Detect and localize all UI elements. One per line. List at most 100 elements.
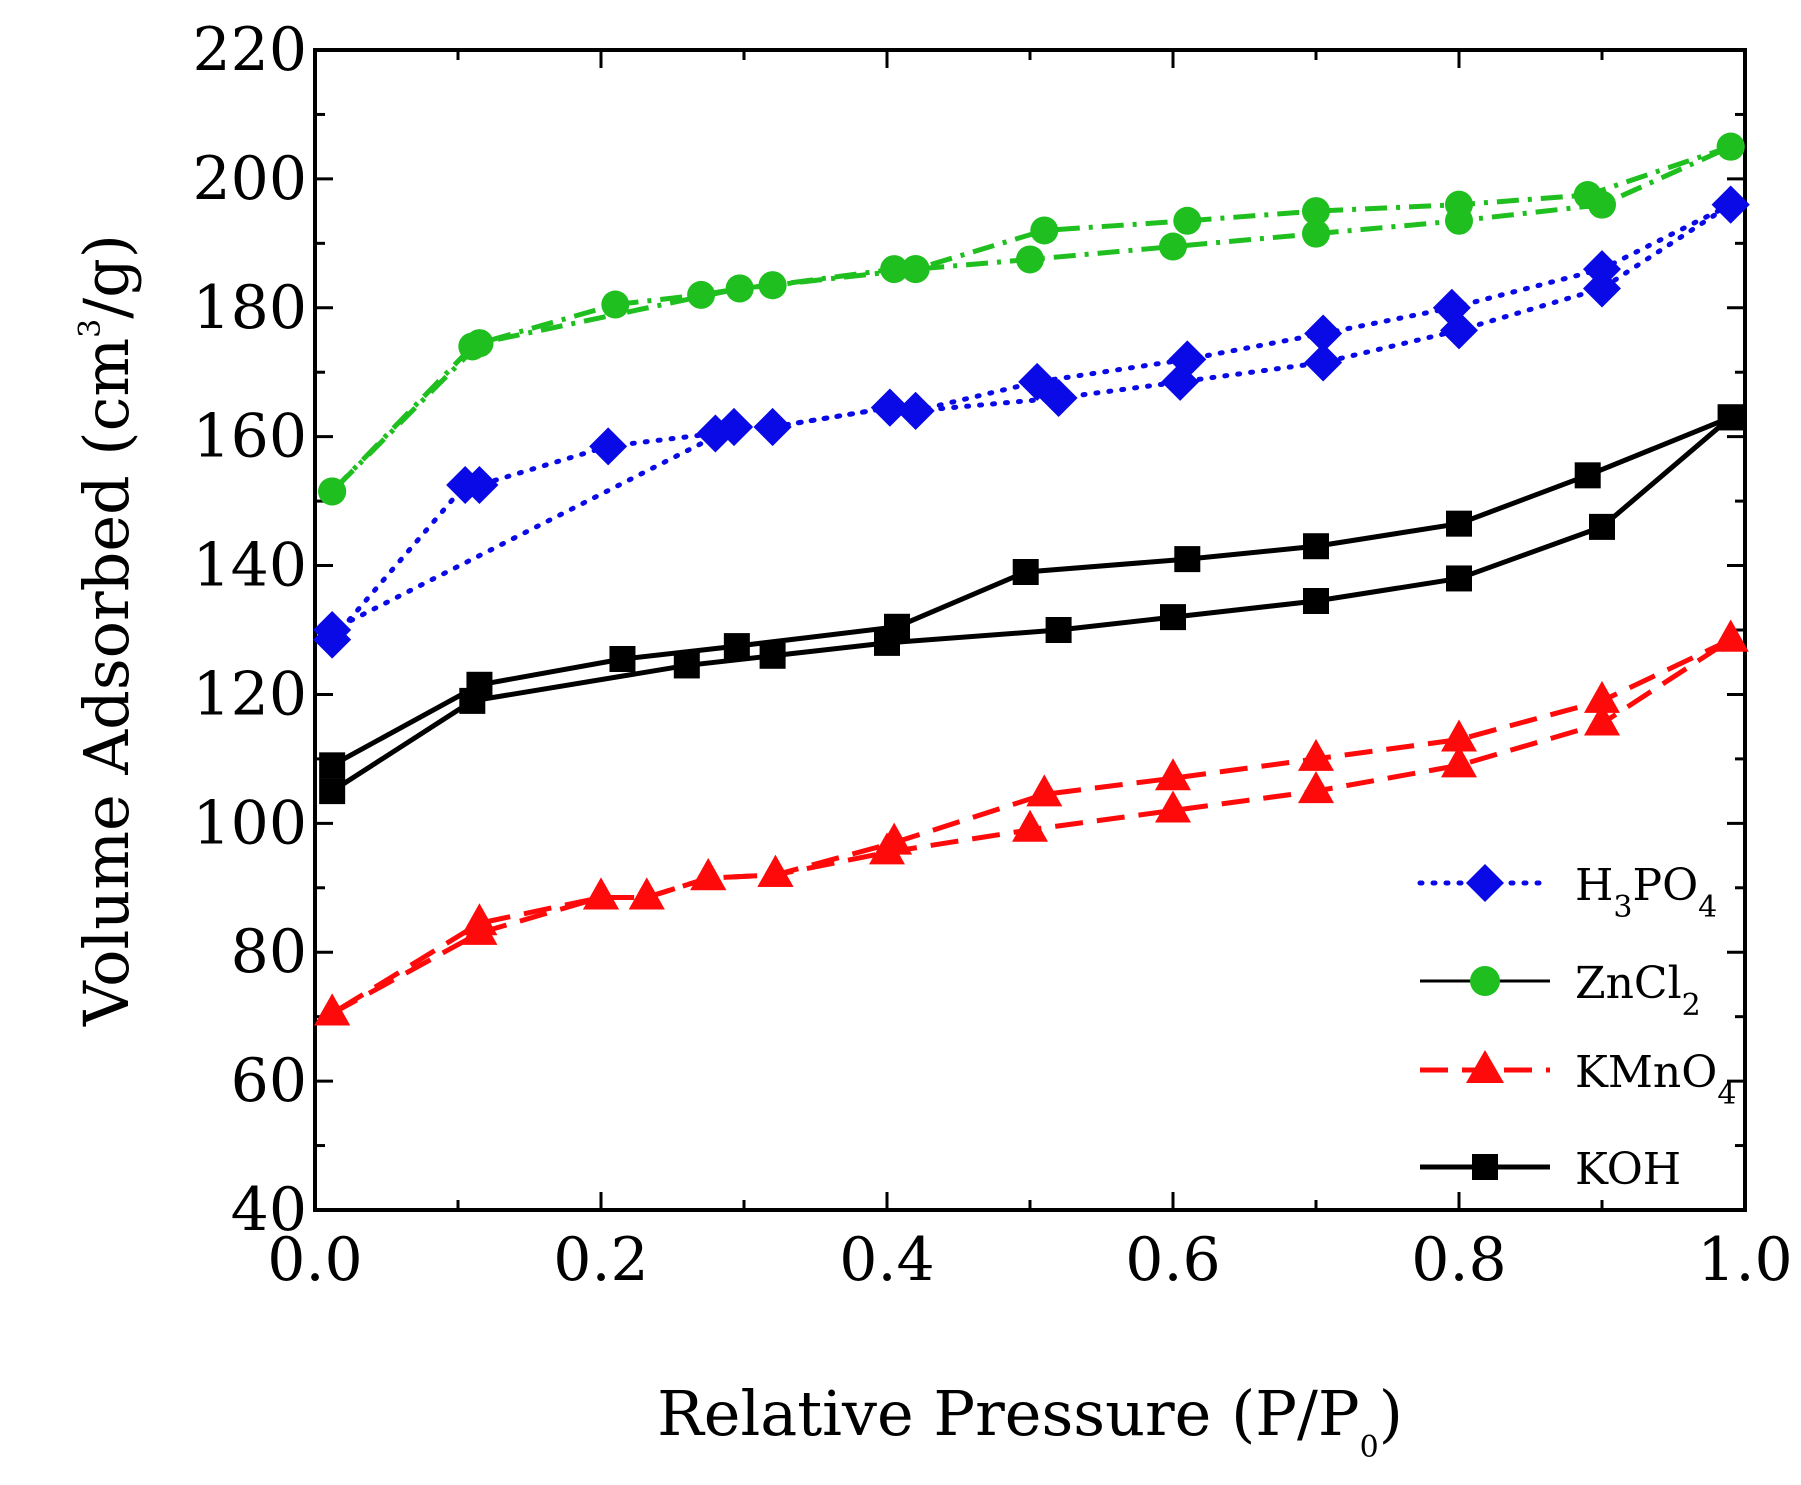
series-zncl2 — [318, 132, 1745, 506]
y-tick-label: 120 — [192, 659, 307, 729]
series-line-zncl2-adsorption — [330, 144, 1732, 494]
data-point-koh — [1012, 559, 1039, 585]
data-point-h3po4 — [1711, 185, 1750, 224]
data-point-h3po4 — [1583, 250, 1621, 289]
legend-label-kmno4: KMnO4 — [1575, 1047, 1736, 1112]
x-tick-label: 0.4 — [839, 1225, 934, 1295]
data-point-kmno4 — [1012, 809, 1048, 842]
data-point-zncl2 — [601, 290, 630, 319]
legend-entry-kmno4: KMnO4 — [1420, 1047, 1736, 1112]
legend-entry-h3po4: H3PO4 — [1417, 860, 1717, 925]
y-tick-label: 220 — [192, 15, 307, 85]
data-point-kmno4 — [1441, 719, 1477, 752]
data-point-koh — [1574, 462, 1601, 489]
data-point-zncl2 — [1159, 232, 1187, 261]
series-koh — [319, 404, 1744, 805]
x-tick-label: 0.6 — [1125, 1225, 1220, 1295]
tick-labels: 0.0 0.2 0.4 0.6 0.8 1.0 40 60 80 100 120 140 160 180 2… — [192, 15, 1792, 1295]
y-tick-label: 140 — [192, 531, 307, 601]
series-line-koh-adsorption — [330, 415, 1733, 794]
y-axis-title: Volume Adsorbed (cm3/g) — [70, 234, 143, 1027]
legend: H3PO4 ZnCl2 KMnO4 KOH — [1417, 860, 1736, 1195]
data-point-kmno4 — [461, 903, 498, 936]
data-point-koh — [1446, 565, 1472, 592]
y-tick-label: 60 — [231, 1046, 307, 1116]
data-point-h3po4 — [1168, 340, 1207, 379]
x-tick-label: 0.0 — [267, 1225, 362, 1295]
x-tick-label: 0.2 — [553, 1225, 648, 1295]
x-axis-title: Relative Pressure (P/P0) — [657, 1377, 1403, 1465]
legend-label-h3po4: H3PO4 — [1575, 860, 1717, 925]
series-line-zncl2-desorption — [330, 144, 1732, 494]
data-point-zncl2 — [1302, 197, 1330, 226]
data-point-koh — [1717, 404, 1744, 431]
legend-marker-zncl2 — [1470, 966, 1500, 996]
data-point-zncl2 — [318, 477, 347, 506]
data-point-koh — [1160, 604, 1186, 631]
data-point-kmno4 — [1584, 680, 1620, 713]
data-point-h3po4 — [1432, 288, 1471, 327]
data-point-koh — [759, 642, 786, 669]
x-tick-label: 0.8 — [1411, 1225, 1506, 1295]
data-point-h3po4 — [313, 611, 352, 649]
legend-entry-zncl2: ZnCl2 — [1420, 958, 1701, 1023]
data-point-kmno4 — [1712, 619, 1749, 652]
data-point-koh — [319, 778, 346, 805]
data-point-h3po4 — [1583, 269, 1621, 308]
data-point-h3po4 — [460, 466, 499, 504]
data-point-h3po4 — [870, 388, 909, 427]
data-point-koh — [319, 752, 346, 779]
x-tick-label: 1.0 — [1697, 1225, 1792, 1295]
data-point-kmno4 — [1298, 771, 1334, 804]
data-point-kmno4 — [690, 858, 727, 891]
series-kmno4 — [314, 619, 1749, 1026]
data-point-koh — [1446, 510, 1472, 537]
data-point-kmno4 — [1584, 703, 1620, 736]
data-point-zncl2 — [687, 280, 716, 309]
data-point-kmno4 — [628, 877, 665, 910]
data-point-koh — [723, 633, 750, 660]
data-point-kmno4 — [1155, 758, 1191, 791]
data-point-koh — [884, 613, 911, 640]
data-point-h3po4 — [589, 427, 628, 466]
data-point-koh — [1045, 617, 1072, 643]
data-point-zncl2 — [880, 255, 909, 284]
data-point-kmno4 — [1441, 745, 1477, 778]
data-point-h3po4 — [896, 391, 935, 430]
data-point-zncl2 — [465, 329, 494, 358]
legend-marker-h3po4 — [1466, 864, 1504, 902]
data-point-zncl2 — [1716, 132, 1745, 161]
y-tick-label: 200 — [192, 144, 307, 214]
data-point-koh — [609, 646, 636, 672]
data-point-zncl2 — [1016, 245, 1044, 274]
data-point-koh — [1174, 546, 1201, 573]
data-point-koh — [673, 652, 700, 679]
data-point-zncl2 — [901, 255, 930, 284]
legend-entry-koh: KOH — [1420, 1144, 1681, 1195]
y-tick-label: 80 — [231, 917, 307, 987]
data-point-zncl2 — [1573, 181, 1602, 209]
data-point-h3po4 — [1304, 343, 1343, 382]
legend-label-koh: KOH — [1575, 1144, 1681, 1195]
legend-marker-kmno4 — [1466, 1050, 1504, 1083]
data-point-koh — [1303, 588, 1329, 614]
y-tick-label: 100 — [192, 788, 307, 858]
data-point-zncl2 — [758, 271, 787, 300]
series-line-koh-desorption — [330, 415, 1732, 768]
data-point-h3po4 — [714, 408, 753, 446]
data-point-kmno4 — [1155, 790, 1191, 823]
series-layer — [313, 132, 1750, 1026]
data-point-zncl2 — [725, 274, 754, 303]
data-point-koh — [1303, 533, 1329, 560]
data-point-kmno4 — [1026, 774, 1063, 807]
data-point-kmno4 — [876, 822, 913, 855]
data-point-kmno4 — [1298, 738, 1334, 771]
data-point-h3po4 — [1304, 314, 1343, 353]
data-point-zncl2 — [1030, 216, 1059, 245]
data-point-kmno4 — [583, 877, 619, 910]
data-point-zncl2 — [1302, 219, 1330, 248]
data-point-zncl2 — [1173, 206, 1202, 235]
data-point-h3po4 — [753, 408, 792, 446]
y-tick-label: 160 — [192, 402, 307, 472]
